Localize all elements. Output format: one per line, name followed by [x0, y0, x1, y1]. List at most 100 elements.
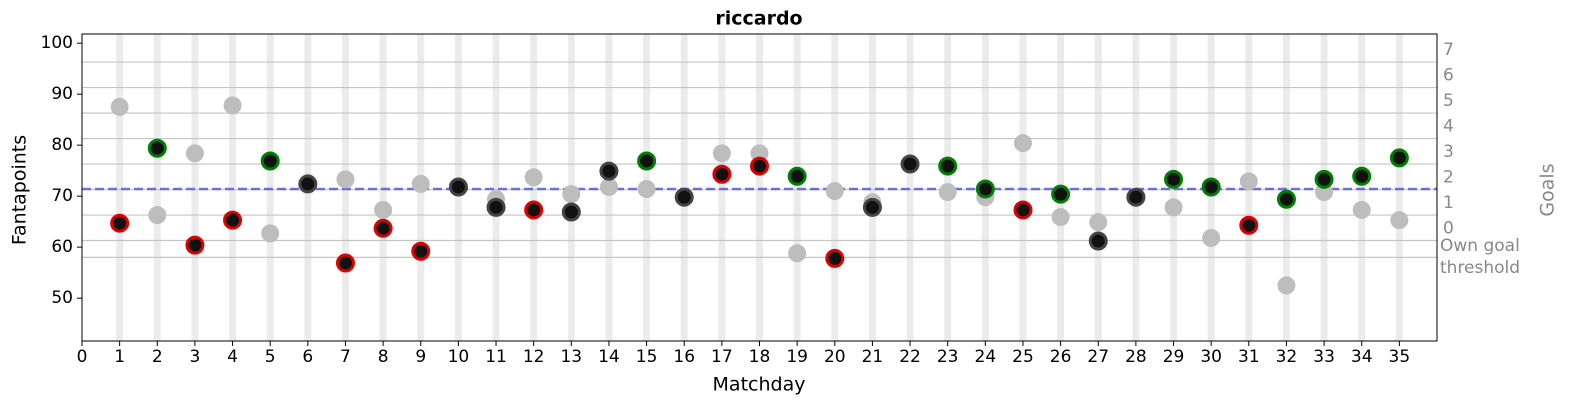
point — [185, 235, 205, 255]
matchday-band — [906, 34, 914, 341]
other-point — [637, 180, 656, 199]
point — [335, 253, 355, 273]
other-point — [1202, 228, 1221, 247]
y2-tick-label: 7 — [1443, 40, 1454, 60]
point — [674, 187, 694, 207]
x-tick-label: 28 — [1125, 347, 1147, 367]
x-tick-label: 20 — [824, 347, 846, 367]
x-tick-label: 4 — [227, 347, 238, 367]
y2-axis-label: Goals — [1537, 163, 1559, 216]
x-tick-label: 23 — [937, 347, 959, 367]
point — [938, 156, 958, 176]
point — [599, 161, 619, 181]
x-tick-label: 32 — [1276, 347, 1298, 367]
x-tick-label: 0 — [77, 347, 88, 367]
point — [862, 197, 882, 217]
y-tick-label: 70 — [51, 186, 73, 206]
other-point — [148, 206, 167, 225]
x-tick-label: 34 — [1351, 347, 1373, 367]
x-tick-label: 3 — [190, 347, 201, 367]
other-point — [788, 244, 807, 263]
matchday-band — [191, 34, 199, 341]
matchday-band — [868, 34, 876, 341]
other-point — [374, 200, 393, 219]
x-tick-label: 26 — [1050, 347, 1072, 367]
y-tick-label: 80 — [51, 135, 73, 155]
x-tick-label: 16 — [673, 347, 695, 367]
x-tick-label: 1 — [114, 347, 125, 367]
point — [1088, 231, 1108, 251]
matchday-band — [530, 34, 538, 341]
x-tick-label: 9 — [415, 347, 426, 367]
other-point — [712, 144, 731, 163]
point — [787, 166, 807, 186]
matchday-band — [379, 34, 387, 341]
matchday-band — [153, 34, 161, 341]
point — [750, 156, 769, 176]
point — [298, 174, 318, 194]
matchday-band — [1395, 34, 1403, 341]
point — [825, 248, 845, 268]
matchday-band — [1282, 34, 1290, 341]
other-point — [599, 177, 618, 196]
y2-tick-label: 0 — [1443, 219, 1454, 239]
point — [373, 218, 393, 238]
y-tick-label: 100 — [41, 33, 73, 53]
matchday-band — [229, 34, 237, 341]
matchday-band — [492, 34, 500, 341]
y2-tick-label: Own goal threshold — [1440, 236, 1520, 278]
y-axis-label: Fantapoints — [9, 135, 31, 245]
y-tick-label: 60 — [51, 237, 73, 257]
x-tick-label: 30 — [1200, 347, 1222, 367]
y2-tick-label: 5 — [1443, 91, 1454, 111]
point — [1239, 215, 1259, 235]
x-tick-label: 17 — [711, 347, 733, 367]
x-tick-label: 6 — [302, 347, 313, 367]
other-point — [938, 183, 957, 202]
matchday-band — [1019, 34, 1027, 341]
point — [975, 179, 995, 199]
point — [1051, 184, 1071, 204]
other-point — [411, 174, 430, 193]
point — [1201, 177, 1221, 197]
matchday-band — [718, 34, 726, 341]
other-point — [1239, 172, 1258, 191]
matchday-band — [756, 34, 763, 341]
y2-tick-label: 3 — [1443, 142, 1454, 162]
other-point — [185, 144, 204, 163]
x-tick-label: 2 — [152, 347, 163, 367]
other-point — [223, 96, 242, 115]
other-point — [562, 185, 581, 204]
other-point — [261, 224, 280, 243]
y2-tick-label: 1 — [1443, 193, 1454, 213]
point — [411, 241, 431, 261]
other-point — [1089, 213, 1108, 232]
matchday-band — [1132, 34, 1140, 341]
point — [900, 154, 920, 174]
x-tick-label: 12 — [523, 347, 545, 367]
x-tick-label: 18 — [749, 347, 771, 367]
other-point — [1051, 208, 1070, 227]
other-point — [1277, 276, 1296, 295]
x-tick-label: 31 — [1238, 347, 1260, 367]
other-point — [1352, 200, 1371, 219]
y-tick-label: 50 — [51, 288, 73, 308]
point — [1276, 189, 1296, 209]
x-tick-label: 25 — [1012, 347, 1034, 367]
x-tick-label: 5 — [265, 347, 276, 367]
x-tick-label: 33 — [1313, 347, 1335, 367]
x-tick-label: 19 — [786, 347, 808, 367]
point — [561, 202, 581, 222]
chart-title: riccardo — [715, 8, 802, 30]
x-axis-label: Matchday — [713, 374, 806, 396]
other-point — [1013, 134, 1032, 153]
point — [1389, 148, 1409, 168]
other-point — [110, 97, 129, 116]
point — [1314, 169, 1334, 189]
x-tick-label: 8 — [378, 347, 389, 367]
x-tick-label: 27 — [1087, 347, 1109, 367]
matchday-band — [680, 34, 688, 341]
matchday-band — [1358, 34, 1366, 341]
other-point — [336, 170, 355, 189]
point — [147, 138, 167, 158]
